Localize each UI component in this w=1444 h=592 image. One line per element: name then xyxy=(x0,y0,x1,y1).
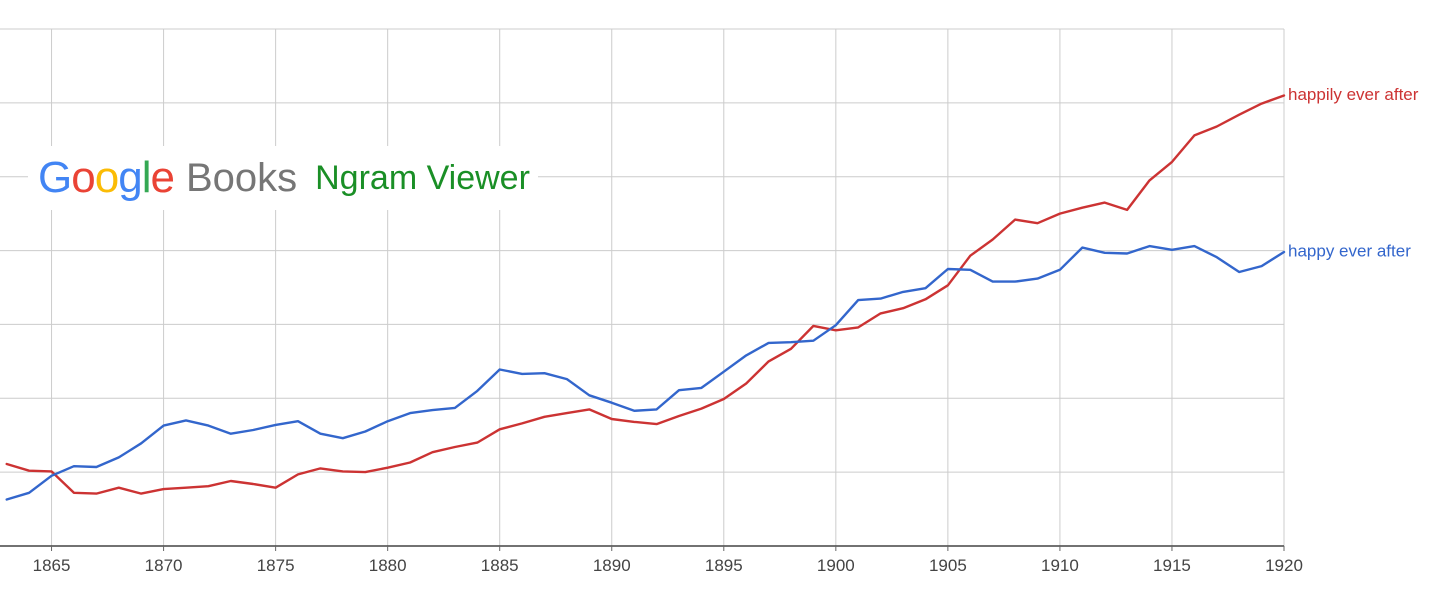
x-axis-tick-labels: 1865 1870 1875 1880 1885 1890 1895 1900 1905 1910… xyxy=(33,546,1303,575)
x-axis-tick-label: 1885 xyxy=(481,556,519,575)
series-line xyxy=(5,94,1286,495)
x-axis-tick-label: 1890 xyxy=(593,556,631,575)
series-end-label: happy ever after xyxy=(1288,242,1411,261)
series-end-label: happily ever after xyxy=(1288,85,1419,104)
google-letter: G xyxy=(38,153,72,202)
x-axis-tick-label: 1920 xyxy=(1265,556,1303,575)
series-lines xyxy=(5,94,1286,501)
google-books-ngram-viewer-logo: Google Books Ngram Viewer xyxy=(28,146,538,210)
x-axis-tick-label: 1905 xyxy=(929,556,967,575)
x-axis-tick-label: 1910 xyxy=(1041,556,1079,575)
series-labels: happily ever after happy ever after xyxy=(1288,85,1419,261)
vertical-gridlines xyxy=(51,29,1285,546)
ngram-viewer-wordmark: Ngram Viewer xyxy=(315,158,530,197)
x-axis-tick-label: 1895 xyxy=(705,556,743,575)
series-line xyxy=(5,244,1286,501)
x-axis-tick-label: 1880 xyxy=(369,556,407,575)
google-letter: o xyxy=(94,153,120,202)
google-wordmark: Google xyxy=(38,153,175,203)
google-letter: e xyxy=(150,153,175,202)
x-axis-tick-label: 1865 xyxy=(33,556,71,575)
horizontal-gridlines xyxy=(0,28,1284,473)
x-axis-tick-label: 1900 xyxy=(817,556,855,575)
google-letter: g xyxy=(118,153,143,202)
google-letter: l xyxy=(141,153,152,202)
x-axis-tick-label: 1915 xyxy=(1153,556,1191,575)
google-letter: o xyxy=(71,153,96,202)
books-wordmark: Books xyxy=(185,155,298,200)
x-axis-tick-label: 1870 xyxy=(145,556,183,575)
x-axis-tick-label: 1875 xyxy=(257,556,295,575)
